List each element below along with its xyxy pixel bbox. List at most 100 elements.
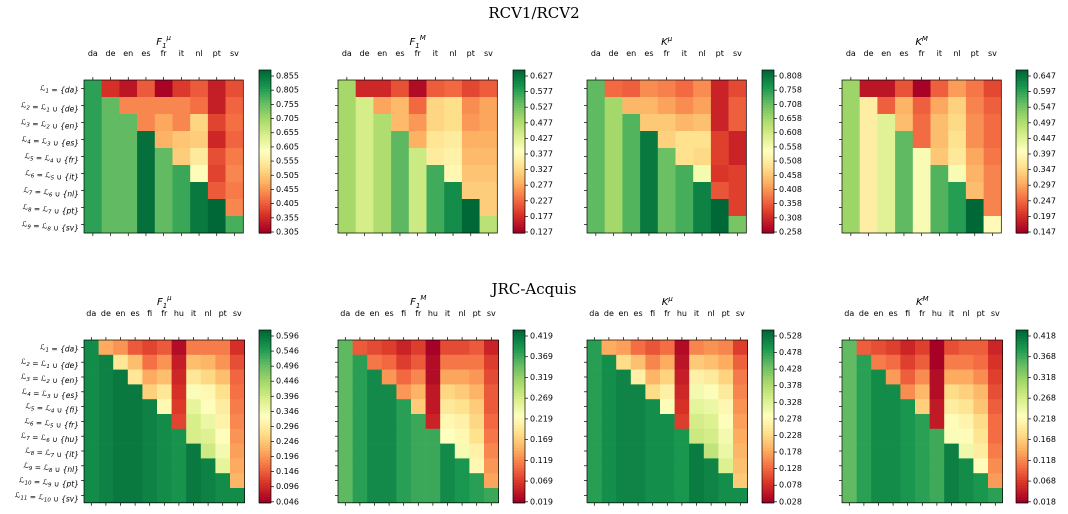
- heatmap-cell: [630, 354, 646, 370]
- heatmap-cell: [601, 473, 617, 489]
- heatmap-cell: [171, 443, 187, 459]
- heatmap-cell: [856, 340, 872, 356]
- colorbar-segment: [1016, 75, 1028, 79]
- colorbar-segment: [762, 482, 774, 487]
- heatmap-cell: [674, 399, 690, 415]
- colorbar-segment: [513, 105, 525, 109]
- heatmap-cell: [355, 199, 374, 217]
- heatmap-cell: [856, 369, 872, 385]
- heatmap-cell: [469, 428, 485, 444]
- heatmap-cell: [675, 131, 694, 149]
- column-label-es: es: [385, 309, 394, 318]
- colorbar-tick-label: 0.196: [276, 452, 299, 461]
- heatmap-cell: [411, 458, 426, 474]
- heatmap-cell: [440, 458, 456, 474]
- colorbar-segment: [513, 459, 525, 464]
- colorbar-segment: [762, 186, 774, 191]
- colorbar-segment: [513, 338, 525, 343]
- heatmap-cell: [127, 473, 143, 489]
- column-label-de: de: [106, 49, 116, 58]
- colorbar-segment: [259, 116, 271, 120]
- colorbar-frame: [761, 329, 775, 504]
- colorbar-segment: [1016, 121, 1028, 125]
- heatmap-cell: [190, 80, 209, 98]
- column-label-hu: hu: [174, 309, 184, 318]
- colorbar-segment: [513, 384, 525, 389]
- heatmap-cell: [461, 216, 480, 234]
- colorbar-segment: [1016, 89, 1028, 93]
- heatmap-cell: [965, 165, 984, 183]
- heatmap-cell: [113, 473, 129, 489]
- heatmap-cell: [587, 216, 605, 234]
- colorbar-segment: [513, 350, 525, 354]
- heatmap-cell: [426, 97, 445, 115]
- colorbar-segment: [762, 175, 774, 180]
- heatmap-cell: [396, 488, 412, 504]
- heatmap-cell: [973, 384, 989, 400]
- heatmap-cell: [84, 473, 99, 489]
- heatmap-cell: [674, 340, 690, 356]
- heatmap-cell: [200, 384, 216, 400]
- colorbar-segment: [259, 332, 271, 337]
- heatmap-cell: [479, 114, 498, 132]
- heatmap-cell: [225, 148, 244, 166]
- colorbar-segment: [1016, 416, 1028, 420]
- colorbar-segment: [1016, 219, 1028, 223]
- colorbar-tick-label: 0.547: [1033, 103, 1056, 112]
- heatmap-cell: [215, 384, 231, 400]
- heatmap-cell: [338, 473, 353, 489]
- colorbar-segment: [513, 491, 525, 495]
- heatmap-cell: [338, 216, 356, 234]
- colorbar-segment: [1016, 430, 1028, 435]
- heatmap-cell: [200, 354, 216, 370]
- colorbar-segment: [513, 170, 525, 174]
- colorbar-tick-label: 0.855: [276, 72, 299, 81]
- heatmap-cell: [703, 369, 719, 385]
- heatmap-cell: [469, 384, 485, 400]
- heatmap-cell: [207, 80, 226, 98]
- heatmap-cell: [693, 199, 712, 217]
- heatmap-cell: [98, 488, 114, 504]
- heatmap-cell: [142, 414, 158, 430]
- colorbar-segment: [1016, 442, 1028, 446]
- column-label-pt: pt: [971, 49, 979, 58]
- heatmap-cell: [877, 216, 896, 234]
- heatmap-cell: [842, 473, 857, 489]
- colorbar-segment: [259, 419, 271, 423]
- heatmap-cell: [871, 414, 887, 430]
- heatmap-cell: [186, 458, 202, 474]
- heatmap-cell: [461, 199, 480, 217]
- heatmap-cell: [119, 80, 138, 98]
- heatmap-cell: [944, 354, 960, 370]
- heatmap-cell: [657, 97, 676, 115]
- heatmap-cell: [142, 354, 158, 370]
- column-label-sv: sv: [736, 309, 745, 318]
- heatmap-cell: [929, 399, 945, 415]
- heatmap-cell: [215, 340, 231, 356]
- heatmap-cell: [856, 414, 872, 430]
- colorbar-segment: [513, 456, 525, 461]
- heatmap-cell: [391, 97, 410, 115]
- heatmap-cell: [425, 488, 441, 504]
- colorbar-segment: [513, 453, 525, 458]
- colorbar-segment: [513, 230, 525, 234]
- colorbar-segment: [259, 448, 271, 452]
- colorbar-segment: [1016, 332, 1028, 337]
- heatmap-cell: [396, 428, 412, 444]
- colorbar-tick-label: 0.755: [276, 100, 299, 109]
- heatmap-cell: [660, 369, 675, 385]
- heatmap-cell: [900, 399, 916, 415]
- column-label-en: en: [377, 49, 387, 58]
- heatmap-cell: [733, 414, 748, 430]
- heatmap-cell: [186, 488, 202, 504]
- heatmap-cell: [215, 473, 231, 489]
- heatmap-cell: [137, 97, 156, 115]
- heatmap-cell: [190, 216, 209, 234]
- heatmap-cell: [674, 414, 690, 430]
- heatmap-cell: [84, 443, 99, 459]
- colorbar-segment: [259, 370, 271, 374]
- colorbar-segment: [259, 224, 271, 229]
- heatmap-cell: [172, 97, 191, 115]
- heatmap-cell: [660, 458, 675, 474]
